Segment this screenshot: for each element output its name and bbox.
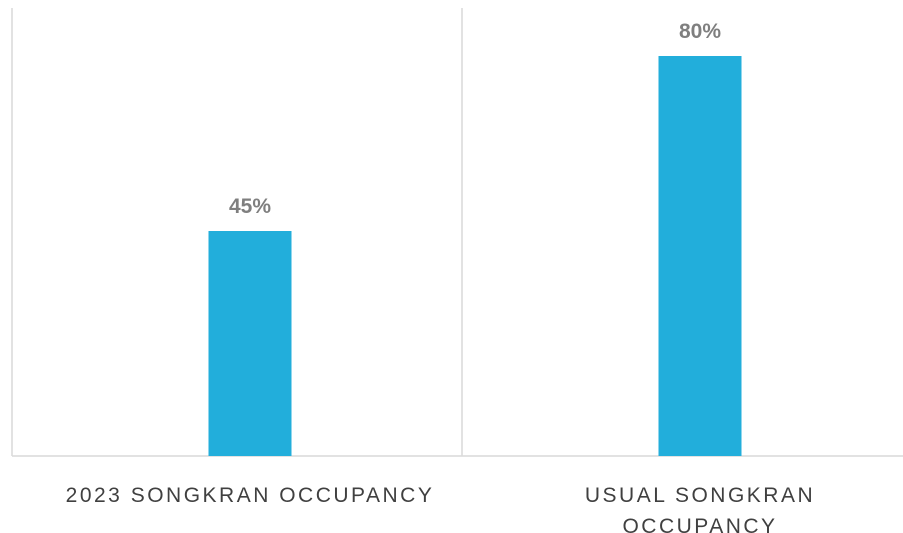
bar-2 (658, 56, 742, 456)
value-labels-layer: 45% 80% (229, 20, 721, 218)
category-label-2-line-1: USUAL SONGKRAN (585, 484, 815, 507)
category-label-1-line-1: 2023 SONGKRAN OCCUPANCY (66, 484, 435, 507)
data-label-1: 45% (229, 195, 271, 218)
bar-1 (208, 231, 292, 456)
data-label-2: 80% (679, 20, 721, 43)
category-labels-layer: 2023 SONGKRAN OCCUPANCY USUAL SONGKRAN OCC… (66, 484, 815, 533)
category-label-2-line-2: OCCUPANCY (622, 515, 777, 533)
bars-layer (208, 56, 742, 456)
